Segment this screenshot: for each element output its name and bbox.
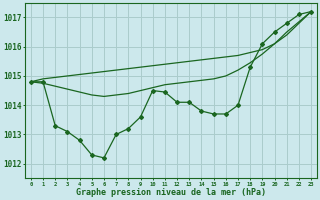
X-axis label: Graphe pression niveau de la mer (hPa): Graphe pression niveau de la mer (hPa) [76,188,266,197]
